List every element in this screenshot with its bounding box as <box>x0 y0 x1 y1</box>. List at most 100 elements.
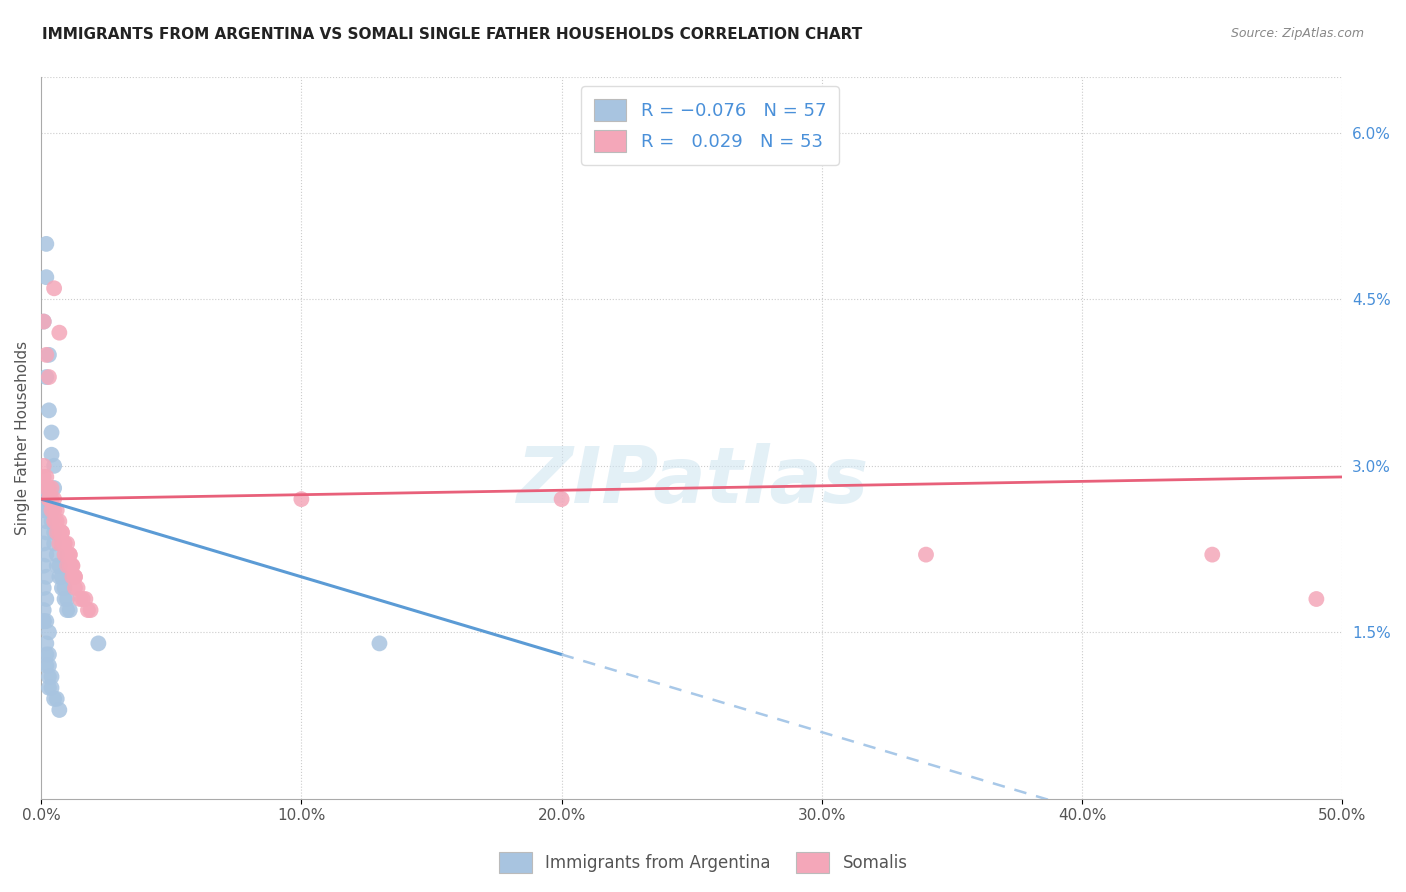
Point <box>35 481 58 495</box>
Point <box>35 270 58 285</box>
Point <box>38 681 60 695</box>
Y-axis label: Single Father Households: Single Father Households <box>15 341 30 535</box>
Point <box>35 570 58 584</box>
Point <box>72 592 94 607</box>
Point <box>38 370 60 384</box>
Point <box>48 570 70 584</box>
Point <box>45 548 67 562</box>
Point <box>48 525 70 540</box>
Point <box>550 492 572 507</box>
Point <box>48 326 70 340</box>
Point <box>35 470 58 484</box>
Point <box>38 625 60 640</box>
Point <box>56 548 79 562</box>
Point <box>38 658 60 673</box>
Point <box>53 592 76 607</box>
Point <box>32 603 55 617</box>
Point <box>32 458 55 473</box>
Point <box>48 514 70 528</box>
Point <box>51 570 73 584</box>
Point <box>42 481 65 495</box>
Point <box>42 536 65 550</box>
Point <box>42 503 65 517</box>
Point <box>69 592 91 607</box>
Point <box>56 592 79 607</box>
Point <box>32 503 55 517</box>
Point <box>38 348 60 362</box>
Point <box>38 403 60 417</box>
Point <box>41 481 63 495</box>
Point <box>63 570 86 584</box>
Point <box>41 448 63 462</box>
Legend: Immigrants from Argentina, Somalis: Immigrants from Argentina, Somalis <box>492 846 914 880</box>
Point <box>41 425 63 440</box>
Point <box>45 514 67 528</box>
Point <box>41 503 63 517</box>
Point <box>45 503 67 517</box>
Text: ZIPatlas: ZIPatlas <box>516 443 868 519</box>
Point <box>32 536 55 550</box>
Point <box>60 558 83 573</box>
Point <box>59 548 82 562</box>
Point <box>51 525 73 540</box>
Point <box>32 581 55 595</box>
Point <box>53 581 76 595</box>
Point <box>35 548 58 562</box>
Point <box>35 514 58 528</box>
Point <box>51 536 73 550</box>
Point <box>35 348 58 362</box>
Point <box>35 370 58 384</box>
Point <box>60 570 83 584</box>
Point <box>32 481 55 495</box>
Point <box>1201 548 1223 562</box>
Point <box>38 492 60 507</box>
Point <box>42 492 65 507</box>
Point <box>59 548 82 562</box>
Point <box>32 315 55 329</box>
Point <box>41 514 63 528</box>
Point <box>38 481 60 495</box>
Point <box>42 692 65 706</box>
Point <box>87 636 110 650</box>
Point <box>60 558 83 573</box>
Point <box>42 458 65 473</box>
Point <box>38 648 60 662</box>
Point <box>368 636 391 650</box>
Point <box>63 581 86 595</box>
Point <box>79 603 101 617</box>
Point <box>32 558 55 573</box>
Point <box>53 536 76 550</box>
Point <box>48 536 70 550</box>
Point <box>32 614 55 628</box>
Point <box>41 670 63 684</box>
Point <box>290 492 312 507</box>
Point <box>38 492 60 507</box>
Point <box>38 492 60 507</box>
Point <box>66 581 89 595</box>
Point <box>38 670 60 684</box>
Point <box>63 570 86 584</box>
Point <box>35 525 58 540</box>
Point <box>51 525 73 540</box>
Point <box>35 648 58 662</box>
Point <box>32 614 55 628</box>
Point <box>59 603 82 617</box>
Point <box>42 281 65 295</box>
Point <box>32 315 55 329</box>
Point <box>59 558 82 573</box>
Point <box>41 492 63 507</box>
Point <box>45 525 67 540</box>
Point <box>56 558 79 573</box>
Point <box>32 492 55 507</box>
Point <box>53 548 76 562</box>
Point <box>45 692 67 706</box>
Point <box>56 536 79 550</box>
Text: Source: ZipAtlas.com: Source: ZipAtlas.com <box>1230 27 1364 40</box>
Point <box>56 603 79 617</box>
Point <box>42 514 65 528</box>
Point <box>51 581 73 595</box>
Point <box>915 548 938 562</box>
Point <box>75 592 97 607</box>
Text: IMMIGRANTS FROM ARGENTINA VS SOMALI SINGLE FATHER HOUSEHOLDS CORRELATION CHART: IMMIGRANTS FROM ARGENTINA VS SOMALI SING… <box>42 27 862 42</box>
Point <box>41 503 63 517</box>
